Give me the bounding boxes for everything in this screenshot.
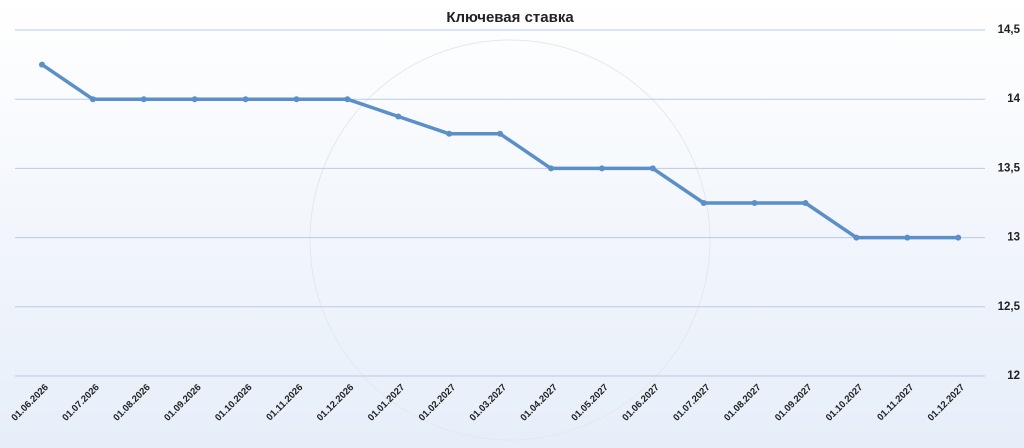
point	[395, 113, 402, 120]
y-tick-label: 12,5	[998, 301, 1021, 313]
point	[242, 96, 249, 103]
y-tick-label: 14,5	[998, 24, 1021, 36]
point	[191, 96, 198, 103]
point	[802, 200, 809, 206]
point	[853, 234, 860, 241]
chart-title: Ключевая ставка	[446, 9, 574, 26]
point	[700, 200, 707, 206]
watermark	[309, 39, 711, 441]
point	[751, 200, 758, 206]
point	[548, 165, 554, 172]
point	[293, 96, 300, 103]
point	[497, 130, 504, 137]
point	[446, 130, 453, 137]
point	[344, 96, 351, 103]
y-tick-label: 14	[1007, 93, 1020, 105]
point	[649, 165, 656, 172]
point	[39, 61, 45, 68]
point	[955, 234, 962, 241]
point	[89, 96, 96, 103]
y-tick-label: 13,5	[998, 162, 1021, 174]
point	[904, 234, 911, 241]
y-tick-label: 12	[1007, 370, 1020, 382]
point	[598, 165, 605, 172]
y-tick-label: 13	[1007, 232, 1020, 244]
point	[140, 96, 147, 103]
